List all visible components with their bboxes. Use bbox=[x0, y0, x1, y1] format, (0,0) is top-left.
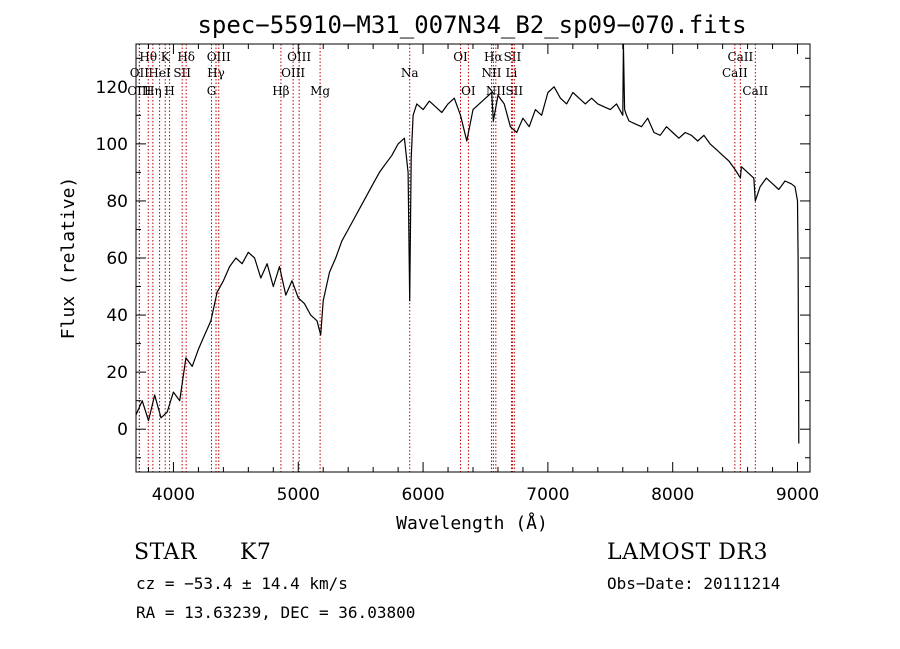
x-tick-label: 7000 bbox=[526, 485, 569, 505]
y-tick-label: 80 bbox=[106, 192, 128, 212]
y-tick-label: 100 bbox=[96, 135, 128, 155]
line-marker-label: OI bbox=[453, 50, 468, 64]
line-marker-label: Hγ bbox=[207, 66, 225, 80]
line-marker-label: SII bbox=[505, 84, 523, 98]
x-axis-label: Wavelength (Å) bbox=[396, 512, 548, 534]
x-tick-label: 6000 bbox=[401, 485, 444, 505]
survey-name: LAMOST DR3 bbox=[607, 540, 768, 565]
line-marker-label: Hδ bbox=[177, 50, 195, 64]
line-marker-label: CaII bbox=[742, 84, 768, 98]
coordinates: RA = 13.63239, DEC = 36.03800 bbox=[136, 603, 416, 622]
redshift-velocity: cz = −53.4 ± 14.4 km/s bbox=[136, 574, 348, 593]
x-tick-label: 4000 bbox=[152, 485, 195, 505]
line-marker-label: NII bbox=[486, 84, 506, 98]
line-marker-label: H bbox=[164, 84, 174, 98]
y-tick-label: 120 bbox=[96, 78, 128, 98]
line-marker-label: OIII bbox=[281, 66, 305, 80]
line-marker-label: Hθ bbox=[139, 50, 157, 64]
x-tick-label: 9000 bbox=[776, 485, 819, 505]
line-marker-label: Li bbox=[506, 66, 518, 80]
series-layer bbox=[135, 43, 800, 444]
object-subclass: K7 bbox=[240, 540, 272, 565]
x-tick-label: 5000 bbox=[277, 485, 320, 505]
spectrum-chart: spec−55910−M31_007N34_B2_sp09−070.fits H… bbox=[58, 11, 819, 534]
chart-title: spec−55910−M31_007N34_B2_sp09−070.fits bbox=[197, 11, 746, 39]
y-tick-label: 60 bbox=[106, 249, 128, 269]
x-tick-label: 8000 bbox=[651, 485, 694, 505]
line-marker-label: OIII bbox=[127, 84, 151, 98]
line-marker-label: HeI bbox=[148, 66, 171, 80]
line-marker-label: Hβ bbox=[272, 84, 289, 98]
y-axis-label: Flux (relative) bbox=[58, 177, 79, 340]
observation-date: Obs−Date: 20111214 bbox=[607, 574, 781, 593]
object-class: STAR bbox=[134, 540, 197, 565]
spectrum-line bbox=[135, 43, 800, 444]
line-marker-label: CaII bbox=[727, 50, 753, 64]
plot-frame bbox=[135, 43, 811, 473]
line-marker-label: NII bbox=[481, 66, 501, 80]
y-tick-label: 20 bbox=[106, 363, 128, 383]
line-marker-label: K bbox=[161, 50, 171, 64]
line-marker-label: Hη bbox=[144, 84, 162, 98]
line-marker-label: OIII bbox=[287, 50, 311, 64]
line-marker-label: Hα bbox=[484, 50, 503, 64]
line-marker-label: OI bbox=[461, 84, 476, 98]
line-marker-label: G bbox=[207, 84, 217, 98]
line-marker-label: SII bbox=[173, 66, 191, 80]
y-tick-label: 40 bbox=[106, 306, 128, 326]
line-marker-label: SII bbox=[504, 50, 522, 64]
line-marker-label: Na bbox=[401, 66, 419, 80]
y-tick-label: 0 bbox=[117, 420, 128, 440]
line-marker-label: OIII bbox=[207, 50, 231, 64]
axis-ticks: 4000 5000 6000 7000 8000 9000 0 20 40 60 80 100 120 bbox=[96, 44, 819, 505]
line-marker-label: Mg bbox=[310, 84, 330, 98]
line-marker-label: CaII bbox=[722, 66, 748, 80]
